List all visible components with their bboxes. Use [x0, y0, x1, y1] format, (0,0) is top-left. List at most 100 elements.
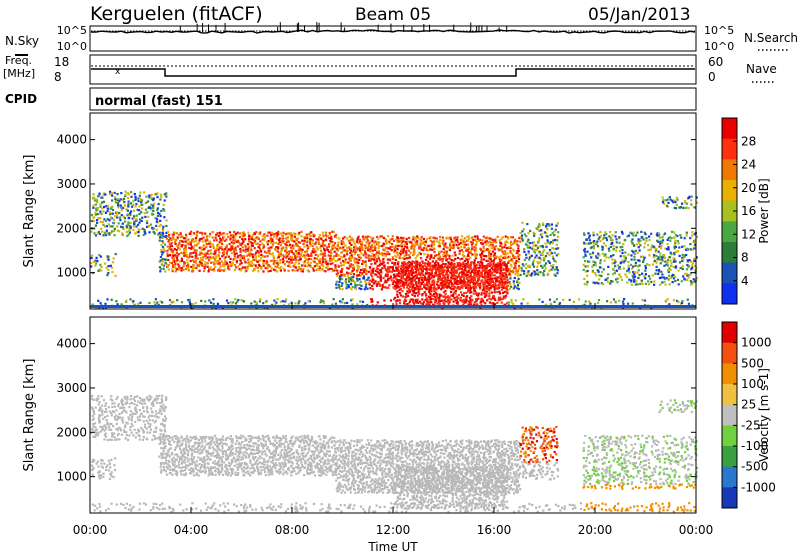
heatmap-cell — [222, 262, 225, 265]
heatmap-cell — [101, 207, 104, 210]
heatmap-cell — [189, 252, 192, 255]
heatmap-cell — [276, 250, 279, 253]
heatmap-cell — [475, 286, 478, 289]
heatmap-cell — [585, 283, 589, 286]
heatmap-cell — [162, 241, 165, 244]
heatmap-cell — [281, 261, 285, 264]
heatmap-cell — [303, 236, 306, 239]
heatmap-cell — [123, 406, 126, 409]
heatmap-cell — [91, 423, 95, 426]
heatmap-cell — [488, 244, 491, 247]
heatmap-cell — [200, 299, 203, 302]
heatmap-cell — [553, 268, 556, 271]
heatmap-cell — [158, 401, 161, 404]
heatmap-cell — [541, 236, 544, 239]
heatmap-cell — [318, 242, 321, 245]
colorbar-swatch — [722, 262, 737, 284]
freq-left-tick-bottom: 8 — [54, 70, 62, 84]
heatmap-cell — [116, 225, 119, 228]
heatmap-cell — [105, 435, 108, 438]
heatmap-cell — [613, 259, 616, 262]
heatmap-cell — [501, 280, 504, 283]
heatmap-cell — [491, 296, 494, 299]
heatmap-cell — [599, 262, 602, 265]
heatmap-cell — [137, 230, 140, 234]
heatmap-cell — [499, 267, 502, 271]
heatmap-cell — [402, 249, 405, 252]
heatmap-cell — [676, 240, 679, 243]
heatmap-cell — [398, 255, 401, 258]
heatmap-cell — [429, 266, 432, 269]
heatmap-cell — [146, 219, 149, 223]
heatmap-cell — [461, 253, 464, 256]
heatmap-cell — [348, 246, 351, 249]
heatmap-cell — [622, 255, 625, 258]
heatmap-cell — [146, 398, 150, 401]
heatmap-cell — [90, 431, 93, 434]
heatmap-cell — [214, 265, 217, 268]
heatmap-cell — [207, 253, 210, 256]
heatmap-cell — [477, 277, 480, 280]
heatmap-cell — [94, 224, 97, 227]
heatmap-cell — [365, 272, 368, 275]
heatmap-cell — [596, 245, 600, 248]
heatmap-cell — [452, 259, 456, 262]
heatmap-cell — [450, 266, 453, 269]
heatmap-cell — [293, 244, 296, 248]
heatmap-cell — [99, 217, 102, 220]
heatmap-cell — [336, 272, 339, 275]
heatmap-cell — [656, 239, 659, 242]
heatmap-cell — [690, 199, 693, 202]
heatmap-cell — [482, 301, 485, 304]
heatmap-cell — [456, 295, 459, 298]
colorbar-swatch — [722, 242, 737, 264]
heatmap-cell — [399, 253, 403, 256]
heatmap-cell — [556, 269, 559, 272]
heatmap-cell — [477, 240, 481, 243]
heatmap-cell — [271, 231, 274, 234]
heatmap-cell — [407, 249, 410, 252]
heatmap-cell — [241, 234, 244, 237]
velocity-heatmap-cells — [90, 394, 699, 513]
heatmap-cell — [488, 253, 491, 256]
heatmap-cell — [276, 270, 279, 273]
heatmap-cell — [498, 286, 501, 289]
heatmap-cell — [160, 234, 163, 237]
heatmap-cell — [399, 294, 402, 297]
heatmap-cell — [430, 283, 433, 287]
heatmap-cell — [551, 247, 554, 250]
heatmap-cell — [102, 399, 105, 402]
heatmap-cell — [663, 254, 666, 257]
heatmap-cell — [440, 277, 444, 280]
heatmap-cell — [676, 250, 679, 253]
heatmap-cell — [430, 270, 434, 273]
nave-right-label: Nave — [746, 62, 777, 76]
heatmap-cell — [407, 288, 410, 291]
heatmap-cell — [246, 249, 250, 252]
heatmap-cell — [152, 400, 155, 403]
heatmap-cell — [419, 286, 422, 289]
heatmap-cell — [94, 406, 97, 409]
heatmap-cell — [136, 395, 139, 398]
heatmap-cell — [337, 241, 340, 244]
heatmap-cell — [105, 468, 108, 472]
heatmap-cell — [167, 240, 170, 243]
heatmap-cell — [161, 253, 164, 256]
heatmap-cell — [489, 272, 492, 275]
heatmap-cell — [293, 235, 296, 238]
heatmap-cell — [484, 302, 487, 305]
heatmap-cell — [216, 244, 219, 247]
heatmap-cell — [367, 281, 370, 285]
freq-right-tick-top: 60 — [708, 55, 723, 69]
heatmap-cell — [258, 300, 261, 303]
heatmap-cell — [444, 298, 447, 301]
heatmap-cell — [498, 248, 501, 251]
heatmap-cell — [660, 270, 663, 273]
heatmap-cell — [224, 263, 227, 266]
heatmap-cell — [440, 258, 443, 261]
heatmap-cell — [405, 254, 408, 257]
heatmap-cell — [422, 280, 425, 283]
heatmap-cell — [183, 254, 186, 257]
heatmap-cell — [583, 249, 586, 252]
